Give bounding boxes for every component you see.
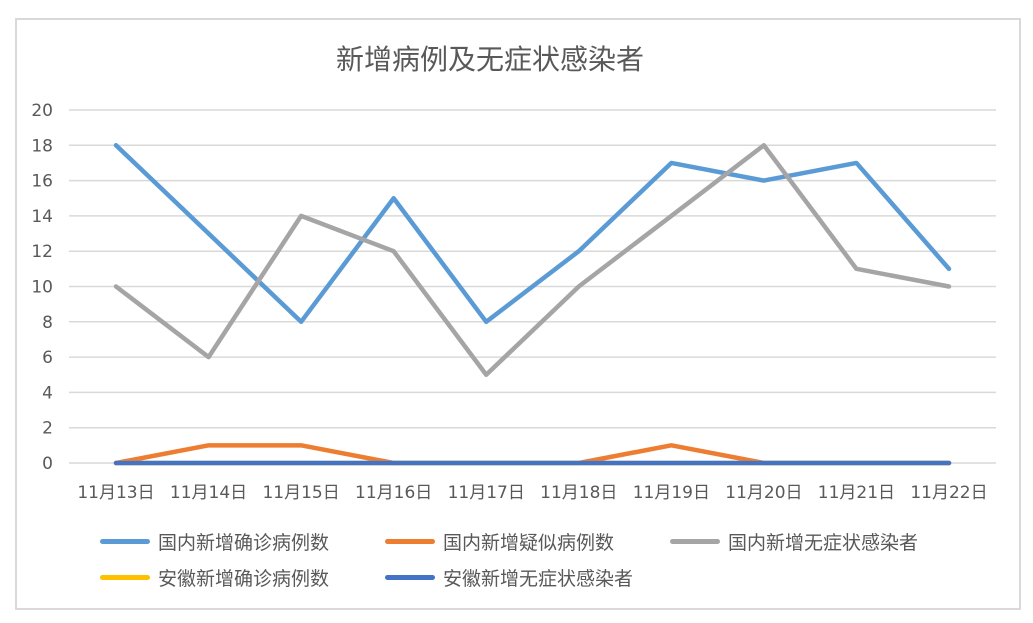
- legend-swatch: [670, 539, 720, 544]
- legend-swatch: [100, 575, 150, 580]
- legend-label: 安徽新增确诊病例数: [158, 568, 330, 590]
- x-tick-label: 11月22日: [910, 483, 987, 503]
- legend-item: 安徽新增确诊病例数: [100, 564, 329, 591]
- chart-frame: [15, 18, 1021, 610]
- series-line-0: [113, 143, 952, 325]
- chart-title: 新增病例及无症状感染者: [335, 43, 644, 76]
- legend-item: 国内新增疑似病例数: [385, 528, 614, 555]
- legend-swatch: [100, 539, 150, 544]
- x-axis-labels: 11月13日 11月14日 11月15日 11月16日 11月17日 11月18日 11月1…: [77, 483, 987, 503]
- x-tick-label: 11月18日: [540, 483, 617, 503]
- legend-item: 国内新增确诊病例数: [100, 528, 329, 555]
- y-tick-label: 8: [42, 313, 53, 333]
- y-tick-label: 14: [31, 207, 53, 227]
- series-line-2: [113, 143, 952, 377]
- y-tick-label: 12: [31, 242, 53, 262]
- legend-swatch: [385, 575, 435, 580]
- y-tick-label: 2: [42, 419, 53, 439]
- legend-label: 国内新增疑似病例数: [443, 532, 615, 554]
- y-tick-label: 6: [42, 348, 53, 368]
- series-line-1: [113, 443, 952, 466]
- x-tick-label: 11月14日: [170, 483, 247, 503]
- y-axis-labels: 0 2 4 6 8 10 12 14 16 18 20: [31, 101, 53, 474]
- x-tick-label: 11月21日: [818, 483, 895, 503]
- x-tick-label: 11月16日: [355, 483, 432, 503]
- series-lines: [113, 143, 952, 466]
- y-tick-label: 18: [31, 136, 53, 156]
- y-tick-label: 0: [42, 454, 53, 474]
- legend-swatch: [385, 539, 435, 544]
- x-tick-label: 11月17日: [448, 483, 525, 503]
- legend-item: 安徽新增无症状感染者: [385, 564, 633, 591]
- y-tick-label: 20: [31, 101, 53, 121]
- y-tick-label: 4: [42, 383, 53, 403]
- x-tick-label: 11月15日: [262, 483, 339, 503]
- x-tick-label: 11月13日: [77, 483, 154, 503]
- y-tick-label: 16: [31, 172, 53, 192]
- x-tick-label: 11月20日: [725, 483, 802, 503]
- y-tick-label: 10: [31, 278, 53, 298]
- x-tick-label: 11月19日: [633, 483, 710, 503]
- legend-item: 国内新增无症状感染者: [670, 528, 918, 555]
- legend-label: 国内新增确诊病例数: [158, 532, 330, 554]
- legend-label: 安徽新增无症状感染者: [443, 568, 634, 590]
- legend-label: 国内新增无症状感染者: [728, 532, 919, 554]
